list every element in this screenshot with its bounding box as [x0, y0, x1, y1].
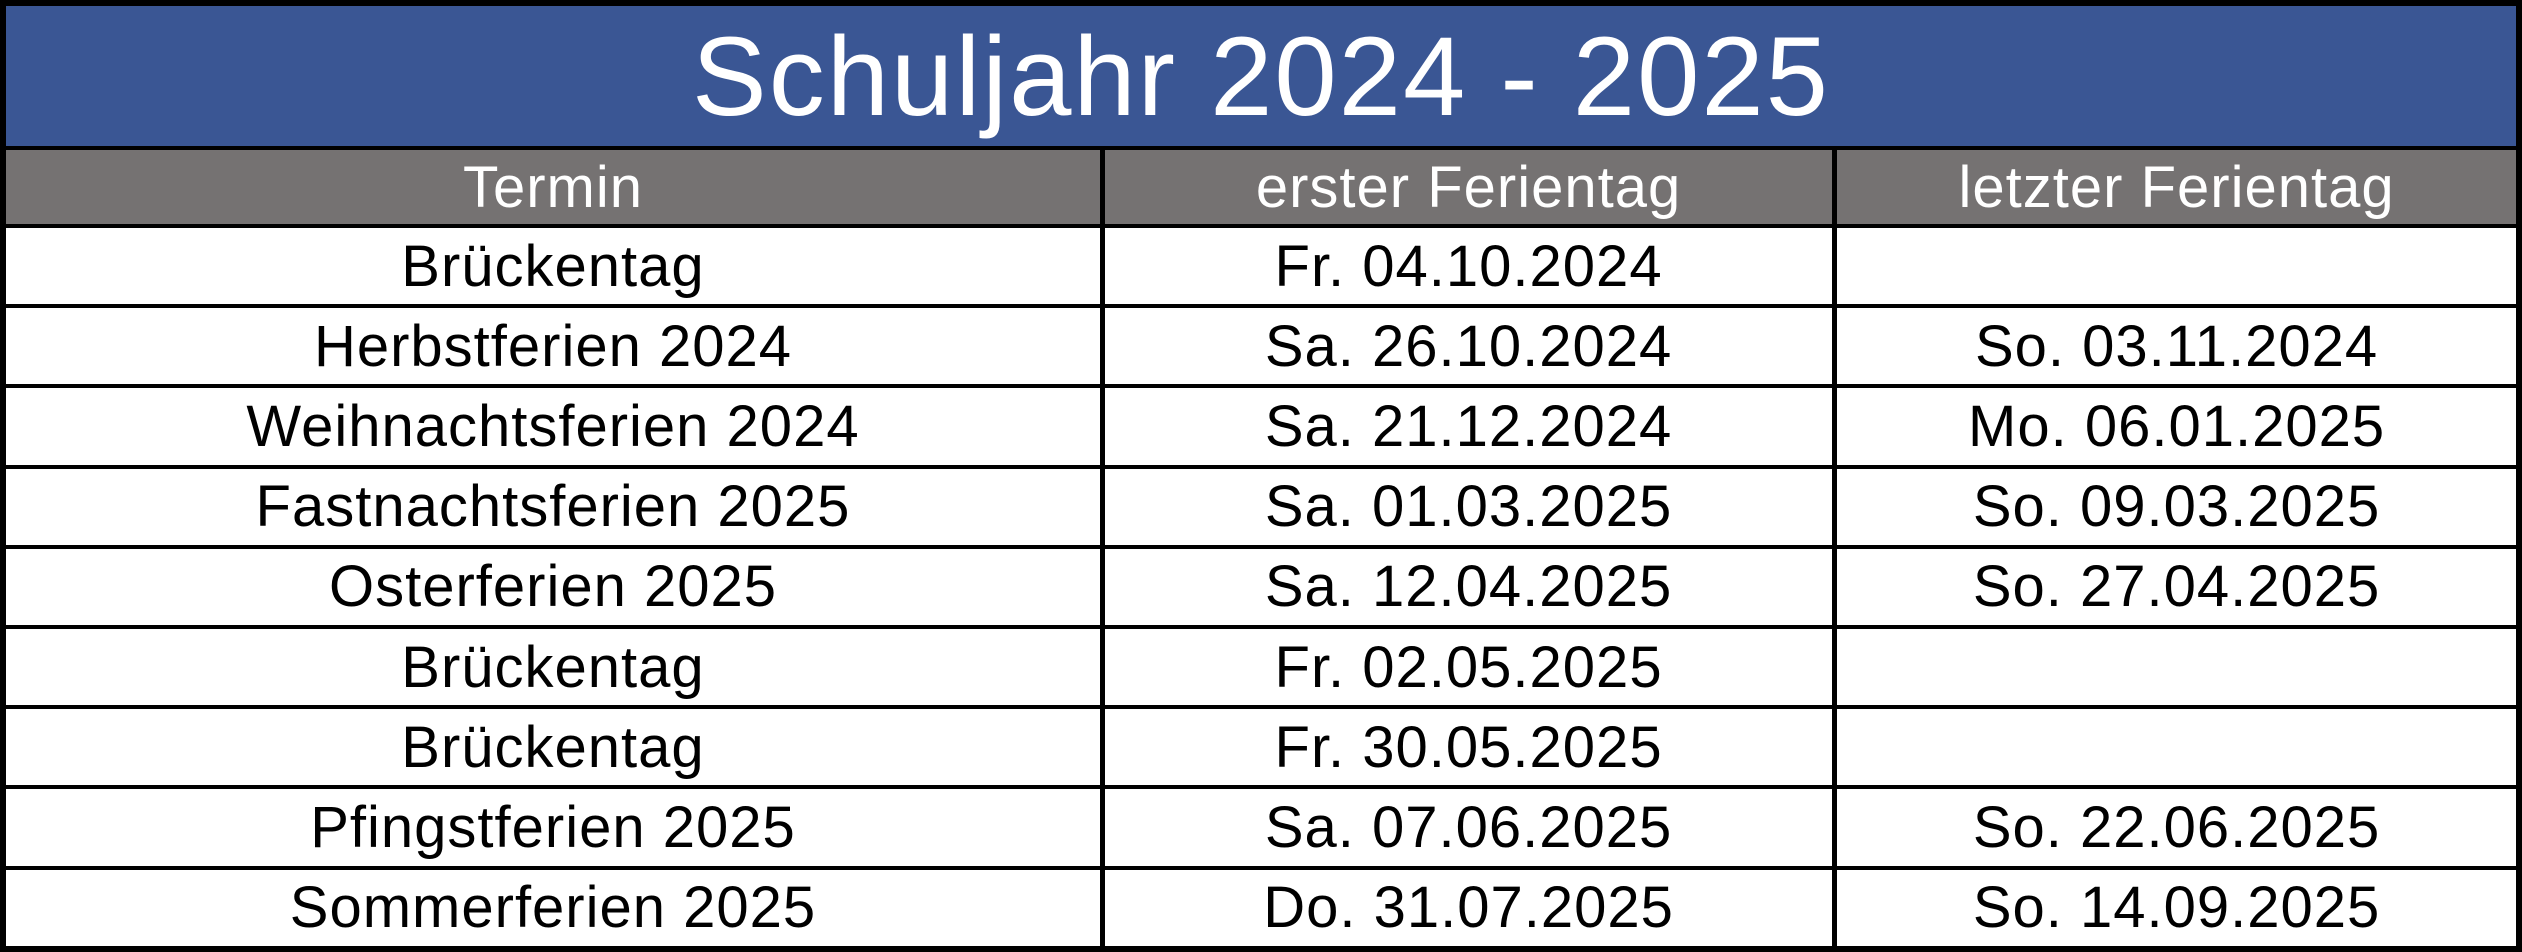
- last-day-cell: Mo. 06.01.2025: [1832, 384, 2522, 469]
- termin-cell: Weihnachtsferien 2024: [0, 384, 1105, 469]
- first-day-cell: Do. 31.07.2025: [1099, 865, 1838, 952]
- termin-cell: Pfingstferien 2025: [0, 785, 1105, 870]
- table-row: Brückentag Fr. 04.10.2024: [0, 223, 2522, 309]
- col-header-first-holiday-day: erster Ferientag: [1099, 146, 1838, 228]
- last-day-cell: So. 27.04.2025: [1832, 544, 2522, 630]
- column-header-row: Termin erster Ferientag letzter Ferienta…: [0, 146, 2522, 228]
- termin-cell: Herbstferien 2024: [0, 304, 1105, 389]
- first-day-cell: Fr. 04.10.2024: [1099, 223, 1838, 309]
- last-day-cell: So. 09.03.2025: [1832, 464, 2522, 549]
- table-row: Herbstferien 2024 Sa. 26.10.2024 So. 03.…: [0, 304, 2522, 389]
- last-day-cell: [1832, 705, 2522, 790]
- last-day-cell: [1832, 625, 2522, 710]
- col-header-termin: Termin: [0, 146, 1105, 228]
- termin-cell: Sommerferien 2025: [0, 865, 1105, 952]
- first-day-cell: Sa. 26.10.2024: [1099, 304, 1838, 389]
- first-day-cell: Sa. 07.06.2025: [1099, 785, 1838, 870]
- last-day-cell: [1832, 223, 2522, 309]
- table-row: Fastnachtsferien 2025 Sa. 01.03.2025 So.…: [0, 464, 2522, 549]
- termin-cell: Osterferien 2025: [0, 544, 1105, 630]
- table-row: Brückentag Fr. 30.05.2025: [0, 705, 2522, 790]
- termin-cell: Fastnachtsferien 2025: [0, 464, 1105, 549]
- col-header-last-holiday-day: letzter Ferientag: [1832, 146, 2522, 228]
- first-day-cell: Sa. 21.12.2024: [1099, 384, 1838, 469]
- table-row: Brückentag Fr. 02.05.2025: [0, 625, 2522, 710]
- first-day-cell: Sa. 12.04.2025: [1099, 544, 1838, 630]
- last-day-cell: So. 22.06.2025: [1832, 785, 2522, 870]
- page-title: Schuljahr 2024 - 2025: [0, 1, 2522, 150]
- table-row: Pfingstferien 2025 Sa. 07.06.2025 So. 22…: [0, 785, 2522, 870]
- termin-cell: Brückentag: [0, 625, 1105, 710]
- table-row: Sommerferien 2025 Do. 31.07.2025 So. 14.…: [0, 865, 2522, 952]
- last-day-cell: So. 03.11.2024: [1832, 304, 2522, 389]
- table-row: Weihnachtsferien 2024 Sa. 21.12.2024 Mo.…: [0, 384, 2522, 469]
- first-day-cell: Sa. 01.03.2025: [1099, 464, 1838, 549]
- first-day-cell: Fr. 02.05.2025: [1099, 625, 1838, 710]
- termin-cell: Brückentag: [0, 705, 1105, 790]
- first-day-cell: Fr. 30.05.2025: [1099, 705, 1838, 790]
- title-row: Schuljahr 2024 - 2025: [0, 1, 2522, 150]
- table-row: Osterferien 2025 Sa. 12.04.2025 So. 27.0…: [0, 544, 2522, 630]
- last-day-cell: So. 14.09.2025: [1832, 865, 2522, 952]
- termin-cell: Brückentag: [0, 223, 1105, 309]
